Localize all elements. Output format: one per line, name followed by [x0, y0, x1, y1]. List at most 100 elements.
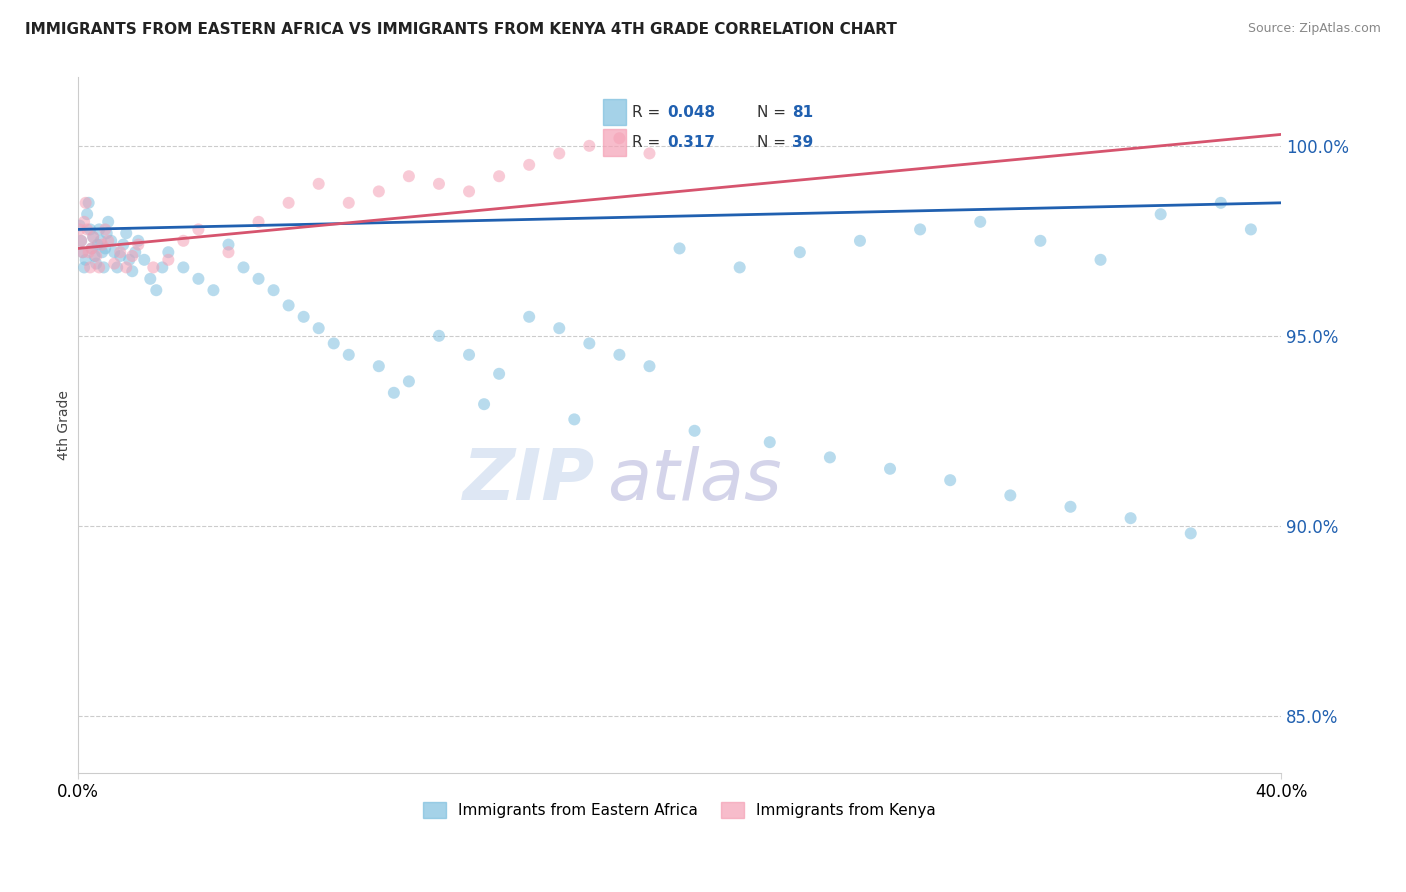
Legend: Immigrants from Eastern Africa, Immigrants from Kenya: Immigrants from Eastern Africa, Immigran…	[418, 796, 942, 824]
Point	[638, 359, 661, 374]
Point	[609, 348, 631, 362]
Point	[263, 283, 285, 297]
Point	[517, 158, 540, 172]
Text: atlas: atlas	[607, 446, 782, 516]
Point	[150, 260, 173, 275]
Point	[1209, 195, 1232, 210]
Point	[308, 177, 330, 191]
Point	[172, 234, 194, 248]
Point	[91, 245, 114, 260]
Text: N =: N =	[756, 104, 790, 120]
Point	[73, 215, 96, 229]
Point	[82, 230, 104, 244]
Point	[77, 195, 100, 210]
Point	[100, 234, 122, 248]
Point	[134, 252, 156, 267]
Text: 39: 39	[792, 135, 814, 150]
Point	[879, 462, 901, 476]
Bar	[603, 99, 626, 126]
Point	[202, 283, 225, 297]
Point	[969, 215, 991, 229]
Point	[157, 252, 180, 267]
Point	[472, 397, 495, 411]
Point	[70, 234, 93, 248]
Point	[89, 222, 111, 236]
Point	[939, 473, 962, 487]
Point	[562, 412, 585, 426]
Point	[232, 260, 254, 275]
Point	[578, 138, 600, 153]
Point	[337, 348, 360, 362]
Point	[94, 241, 117, 255]
Point	[103, 245, 125, 260]
Text: N =: N =	[756, 135, 790, 150]
Point	[103, 257, 125, 271]
Point	[124, 245, 146, 260]
Point	[728, 260, 751, 275]
Point	[115, 260, 138, 275]
Point	[488, 367, 510, 381]
Point	[145, 283, 167, 297]
Point	[72, 245, 94, 260]
Point	[849, 234, 872, 248]
Point	[247, 215, 270, 229]
Point	[382, 385, 405, 400]
Point	[758, 435, 780, 450]
Point	[337, 195, 360, 210]
Point	[172, 260, 194, 275]
Point	[91, 237, 114, 252]
Point	[105, 260, 128, 275]
Point	[427, 177, 450, 191]
Point	[1000, 488, 1022, 502]
Point	[79, 222, 101, 236]
Point	[115, 226, 138, 240]
Point	[83, 249, 105, 263]
Point	[70, 234, 93, 248]
Point	[76, 222, 98, 236]
Point	[94, 222, 117, 236]
Point	[517, 310, 540, 324]
Point	[1059, 500, 1081, 514]
Text: R =: R =	[631, 135, 665, 150]
Point	[187, 272, 209, 286]
Text: ZIP: ZIP	[463, 446, 595, 516]
Point	[84, 257, 107, 271]
Point	[818, 450, 841, 465]
Point	[142, 260, 165, 275]
Point	[247, 272, 270, 286]
Point	[367, 359, 389, 374]
Point	[96, 226, 118, 240]
Point	[398, 169, 420, 184]
Point	[90, 234, 112, 248]
Point	[458, 348, 481, 362]
Point	[638, 146, 661, 161]
Point	[1090, 252, 1112, 267]
Point	[127, 234, 149, 248]
Point	[75, 252, 97, 267]
Point	[1150, 207, 1173, 221]
Point	[683, 424, 706, 438]
Point	[73, 260, 96, 275]
Point	[93, 260, 115, 275]
Point	[118, 252, 141, 267]
Point	[72, 245, 94, 260]
Point	[112, 237, 135, 252]
Point	[458, 185, 481, 199]
Point	[77, 245, 100, 260]
Text: 0.317: 0.317	[668, 135, 716, 150]
Point	[548, 321, 571, 335]
Point	[322, 336, 344, 351]
Point	[1240, 222, 1263, 236]
Text: R =: R =	[631, 104, 665, 120]
Point	[82, 230, 104, 244]
Point	[79, 260, 101, 275]
Point	[548, 146, 571, 161]
Y-axis label: 4th Grade: 4th Grade	[58, 390, 72, 460]
Point	[97, 234, 120, 248]
Point	[277, 195, 299, 210]
Point	[668, 241, 690, 255]
Text: 81: 81	[792, 104, 813, 120]
Bar	[603, 128, 626, 155]
Point	[121, 249, 143, 263]
Point	[218, 237, 240, 252]
